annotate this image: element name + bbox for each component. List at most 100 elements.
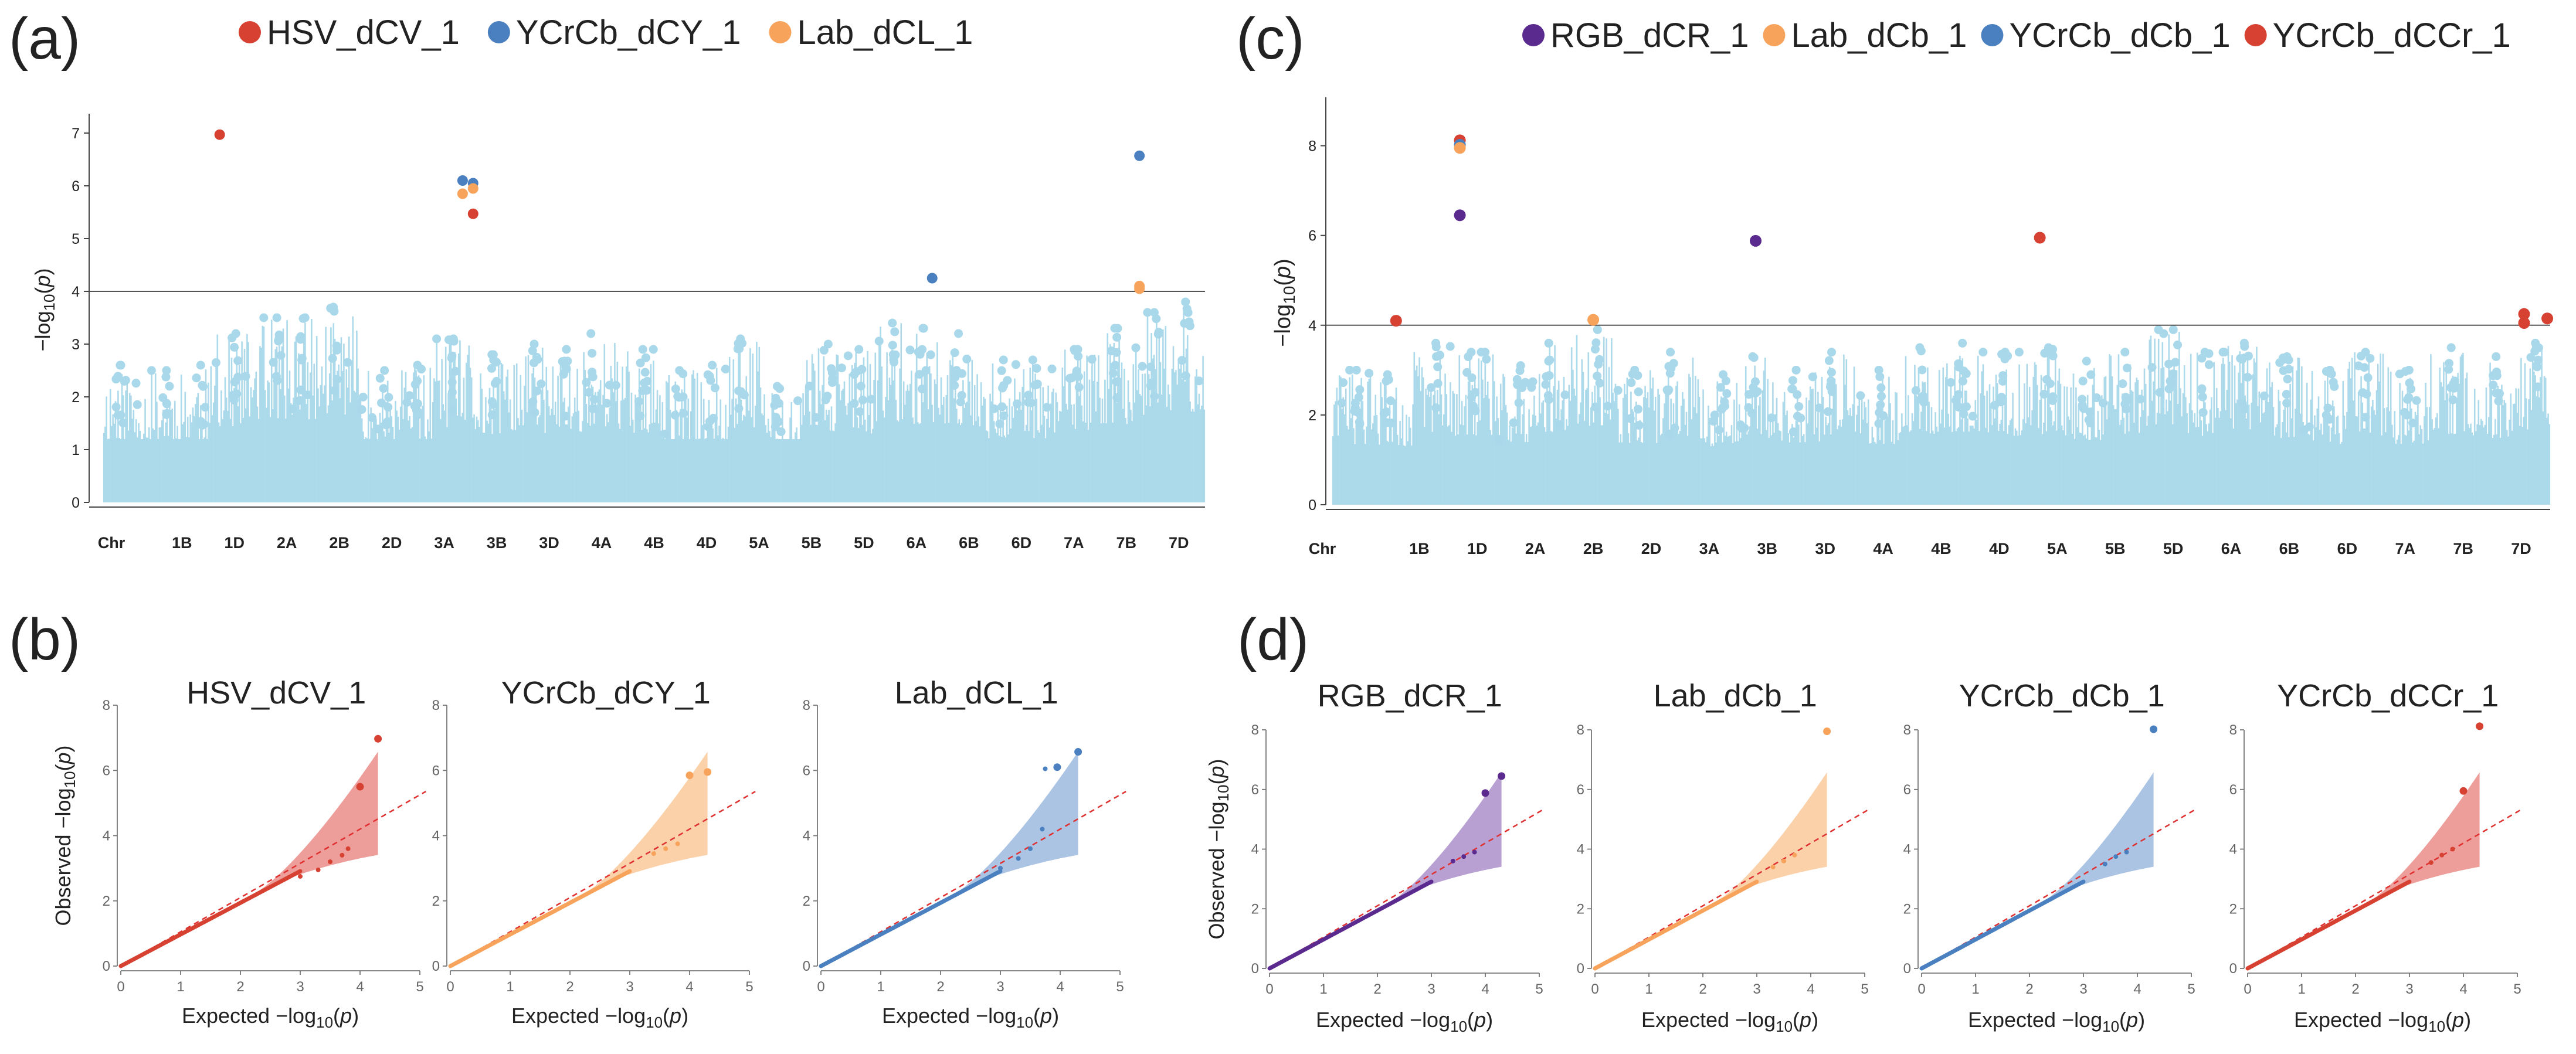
snp-column xyxy=(109,389,111,502)
snp-column xyxy=(1197,404,1199,502)
snp-column xyxy=(537,424,538,502)
snp-column xyxy=(374,416,376,502)
snp-column xyxy=(676,410,678,502)
snp-column xyxy=(579,431,581,502)
snp-column xyxy=(444,346,447,502)
snp-column xyxy=(1706,436,1708,505)
snp-column xyxy=(619,429,621,502)
snp-column xyxy=(2211,397,2212,505)
snp-point xyxy=(823,392,832,401)
snp-column xyxy=(1095,411,1097,502)
snp-column xyxy=(694,378,696,502)
snp-column xyxy=(2224,363,2225,505)
snp-column xyxy=(540,390,542,502)
snp-column xyxy=(838,384,840,502)
snp-column xyxy=(1083,371,1085,502)
snp-column xyxy=(183,421,185,502)
snp-column xyxy=(844,406,847,502)
snp-column xyxy=(1728,436,1730,505)
snp-column xyxy=(2383,408,2385,505)
snp-column xyxy=(669,410,671,502)
snp-column xyxy=(503,391,505,502)
snp-column xyxy=(415,370,417,502)
snp-column xyxy=(1768,438,1770,505)
chromosome-label: 4B xyxy=(644,534,664,552)
snp-column xyxy=(789,417,791,502)
qq-title: RGB_dCR_1 xyxy=(1318,678,1502,713)
snp-point xyxy=(1544,395,1553,404)
snp-column xyxy=(153,430,155,502)
snp-column xyxy=(2140,417,2141,505)
snp-column xyxy=(406,403,408,502)
snp-column xyxy=(1764,358,1766,505)
snp-column xyxy=(2239,351,2241,505)
snp-point xyxy=(772,382,782,391)
snp-point xyxy=(858,395,867,404)
chromosome-label: 5D xyxy=(2163,540,2184,557)
snp-column xyxy=(1486,382,1489,505)
snp-column xyxy=(1067,409,1068,502)
snp-column xyxy=(1555,418,1557,505)
snp-point xyxy=(1467,348,1476,357)
snp-column xyxy=(1577,423,1579,505)
y-tick-label: 8 xyxy=(1903,722,1911,738)
snp-column xyxy=(1118,340,1120,502)
snp-column xyxy=(707,430,709,502)
y-tick-label: 6 xyxy=(432,763,440,778)
snp-column xyxy=(1880,397,1882,505)
observed-point xyxy=(1450,858,1455,863)
chromosome-label: 3D xyxy=(1815,540,1835,557)
snp-column xyxy=(365,437,367,502)
snp-column xyxy=(321,366,323,502)
snp-column xyxy=(1153,355,1155,502)
snp-column xyxy=(515,363,518,502)
snp-column xyxy=(2130,390,2133,505)
snp-point xyxy=(2325,414,2334,424)
snp-column xyxy=(2263,412,2265,505)
snp-column xyxy=(1096,382,1098,502)
snp-column xyxy=(1982,364,1984,505)
snp-column xyxy=(2202,390,2205,505)
chromosome-label: 5A xyxy=(749,534,769,552)
snp-column xyxy=(830,406,833,502)
snp-column xyxy=(392,426,394,502)
snp-column xyxy=(2315,427,2317,505)
snp-column xyxy=(419,438,421,502)
snp-column xyxy=(2312,440,2314,505)
snp-column xyxy=(1624,383,1625,505)
snp-column xyxy=(2479,425,2481,505)
snp-column xyxy=(2103,377,2106,505)
snp-point xyxy=(487,363,496,373)
snp-point xyxy=(276,351,286,360)
snp-column xyxy=(1803,434,1805,505)
observed-point xyxy=(704,768,712,776)
snp-column xyxy=(1767,379,1769,505)
snp-column xyxy=(2498,394,2500,505)
chromosome-label: 2D xyxy=(382,534,402,552)
snp-point xyxy=(2531,338,2540,348)
snp-column xyxy=(2115,409,2117,505)
snp-column xyxy=(1130,410,1132,502)
snp-column xyxy=(150,439,151,502)
snp-column xyxy=(1999,424,2001,505)
snp-column xyxy=(2127,396,2129,505)
snp-column xyxy=(2316,408,2319,505)
snp-point xyxy=(1954,390,1963,399)
snp-column xyxy=(294,341,296,502)
x-axis-label: Expected −log10(p) xyxy=(182,1004,359,1031)
significant-snp xyxy=(2541,312,2554,325)
snp-column xyxy=(1665,391,1667,505)
snp-column xyxy=(1671,436,1674,505)
snp-column xyxy=(2460,354,2463,505)
snp-column xyxy=(290,403,292,502)
snp-column xyxy=(785,439,788,502)
snp-column xyxy=(1512,427,1515,505)
snp-column xyxy=(633,433,635,502)
snp-column xyxy=(627,351,629,502)
snp-column xyxy=(2169,400,2171,505)
snp-point xyxy=(1716,383,1725,392)
snp-point xyxy=(671,384,680,393)
significant-snp xyxy=(457,188,468,199)
snp-column xyxy=(708,400,710,502)
snp-column xyxy=(2482,420,2483,505)
